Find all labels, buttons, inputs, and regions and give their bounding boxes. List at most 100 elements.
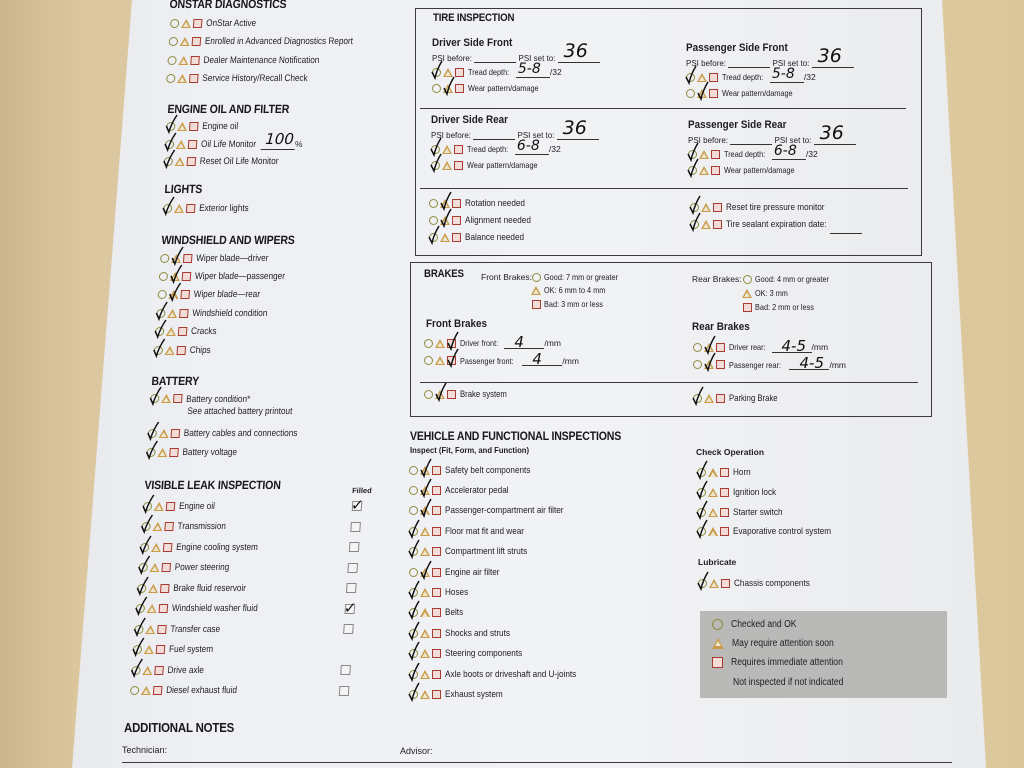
triangle-attention-icon[interactable] bbox=[435, 389, 445, 399]
square-attention-icon[interactable] bbox=[158, 604, 169, 614]
triangle-attention-icon[interactable] bbox=[420, 465, 430, 475]
circle-ok-icon[interactable] bbox=[697, 527, 706, 537]
status-selector[interactable] bbox=[140, 514, 174, 535]
circle-ok-icon[interactable] bbox=[157, 290, 167, 300]
square-attention-icon[interactable] bbox=[432, 465, 441, 475]
status-selector[interactable] bbox=[429, 208, 461, 228]
status-selector[interactable] bbox=[164, 132, 198, 152]
triangle-attention-icon[interactable] bbox=[140, 686, 152, 696]
status-selector[interactable] bbox=[130, 658, 164, 678]
square-attention-icon[interactable] bbox=[716, 360, 725, 369]
status-selector[interactable] bbox=[162, 196, 196, 216]
status-selector[interactable] bbox=[133, 617, 167, 637]
circle-ok-icon[interactable] bbox=[165, 122, 176, 132]
filled-checkbox[interactable] bbox=[350, 521, 361, 532]
triangle-attention-icon[interactable] bbox=[179, 37, 191, 47]
filled-checkbox[interactable] bbox=[348, 542, 360, 553]
triangle-attention-icon[interactable] bbox=[143, 645, 155, 655]
status-selector[interactable] bbox=[153, 338, 187, 358]
triangle-attention-icon[interactable] bbox=[701, 220, 711, 229]
status-selector[interactable] bbox=[697, 571, 730, 591]
status-selector[interactable] bbox=[132, 637, 166, 658]
status-selector[interactable] bbox=[168, 37, 202, 47]
triangle-attention-icon[interactable] bbox=[149, 563, 161, 573]
psi-before-field[interactable] bbox=[730, 134, 773, 145]
status-selector[interactable] bbox=[408, 662, 441, 682]
triangle-attention-icon[interactable] bbox=[145, 624, 156, 634]
square-attention-icon[interactable] bbox=[716, 342, 725, 352]
square-attention-icon[interactable] bbox=[165, 501, 176, 511]
filled-checkbox[interactable] bbox=[347, 562, 359, 573]
status-selector[interactable] bbox=[692, 386, 725, 406]
status-selector[interactable] bbox=[157, 283, 190, 303]
triangle-attention-icon[interactable] bbox=[709, 579, 719, 588]
triangle-attention-icon[interactable] bbox=[420, 608, 430, 618]
circle-ok-icon[interactable] bbox=[693, 393, 702, 403]
square-attention-icon[interactable] bbox=[432, 588, 441, 598]
status-selector[interactable] bbox=[686, 81, 718, 101]
square-attention-icon[interactable] bbox=[162, 542, 173, 552]
circle-ok-icon[interactable] bbox=[163, 157, 174, 167]
circle-ok-icon[interactable] bbox=[409, 669, 418, 679]
triangle-attention-icon[interactable] bbox=[420, 649, 430, 659]
square-attention-icon[interactable] bbox=[432, 689, 441, 699]
triangle-attention-icon[interactable] bbox=[157, 447, 168, 457]
triangle-attention-icon[interactable] bbox=[435, 338, 445, 348]
status-selector[interactable] bbox=[408, 601, 441, 621]
status-selector[interactable] bbox=[165, 114, 199, 135]
triangle-attention-icon[interactable] bbox=[169, 272, 181, 282]
triangle-attention-icon[interactable] bbox=[165, 327, 177, 337]
circle-ok-icon[interactable] bbox=[409, 689, 418, 699]
value-field[interactable]: 100 bbox=[260, 130, 296, 150]
circle-ok-icon[interactable] bbox=[431, 160, 440, 170]
tread-depth-field[interactable]: 6-8 bbox=[771, 143, 806, 160]
square-attention-icon[interactable] bbox=[454, 144, 463, 154]
circle-ok-icon[interactable] bbox=[697, 507, 706, 517]
square-attention-icon[interactable] bbox=[720, 488, 729, 498]
status-selector[interactable] bbox=[409, 560, 441, 580]
triangle-attention-icon[interactable] bbox=[158, 429, 170, 439]
circle-ok-icon[interactable] bbox=[138, 563, 149, 573]
status-selector[interactable] bbox=[142, 494, 176, 514]
brake-thickness-field[interactable]: 4 bbox=[522, 352, 563, 367]
circle-ok-icon[interactable] bbox=[167, 55, 177, 65]
status-selector[interactable] bbox=[155, 301, 189, 321]
triangle-attention-icon[interactable] bbox=[708, 488, 718, 498]
triangle-attention-icon[interactable] bbox=[168, 290, 179, 300]
triangle-attention-icon[interactable] bbox=[420, 506, 430, 516]
square-attention-icon[interactable] bbox=[432, 669, 441, 679]
status-selector[interactable] bbox=[169, 18, 203, 28]
square-attention-icon[interactable] bbox=[186, 157, 197, 167]
square-attention-icon[interactable] bbox=[720, 527, 729, 537]
square-attention-icon[interactable] bbox=[432, 506, 441, 516]
square-attention-icon[interactable] bbox=[157, 624, 167, 634]
circle-ok-icon[interactable] bbox=[688, 165, 697, 175]
triangle-attention-icon[interactable] bbox=[173, 203, 185, 213]
square-attention-icon[interactable] bbox=[721, 579, 730, 588]
circle-ok-icon[interactable] bbox=[686, 88, 695, 98]
circle-ok-icon[interactable] bbox=[409, 567, 418, 577]
status-selector[interactable] bbox=[696, 520, 729, 540]
square-attention-icon[interactable] bbox=[161, 563, 172, 573]
square-attention-icon[interactable] bbox=[455, 83, 464, 93]
circle-ok-icon[interactable] bbox=[424, 356, 433, 365]
square-attention-icon[interactable] bbox=[432, 628, 441, 638]
square-attention-icon[interactable] bbox=[181, 272, 192, 282]
square-attention-icon[interactable] bbox=[176, 345, 187, 355]
status-selector[interactable] bbox=[408, 682, 441, 702]
square-attention-icon[interactable] bbox=[720, 507, 729, 517]
tread-depth-field[interactable]: 5-8 bbox=[515, 61, 550, 78]
triangle-attention-icon[interactable] bbox=[146, 604, 158, 614]
triangle-attention-icon[interactable] bbox=[142, 665, 153, 675]
circle-ok-icon[interactable] bbox=[688, 149, 697, 159]
sealant-date-field[interactable] bbox=[830, 223, 862, 234]
status-selector[interactable] bbox=[408, 621, 441, 641]
status-selector[interactable] bbox=[408, 539, 441, 560]
circle-ok-icon[interactable] bbox=[409, 588, 418, 598]
triangle-attention-icon[interactable] bbox=[443, 67, 453, 77]
triangle-attention-icon[interactable] bbox=[442, 160, 452, 170]
triangle-attention-icon[interactable] bbox=[420, 628, 430, 638]
triangle-attention-icon[interactable] bbox=[153, 501, 165, 511]
circle-ok-icon[interactable] bbox=[690, 203, 699, 212]
circle-ok-icon[interactable] bbox=[153, 345, 164, 355]
